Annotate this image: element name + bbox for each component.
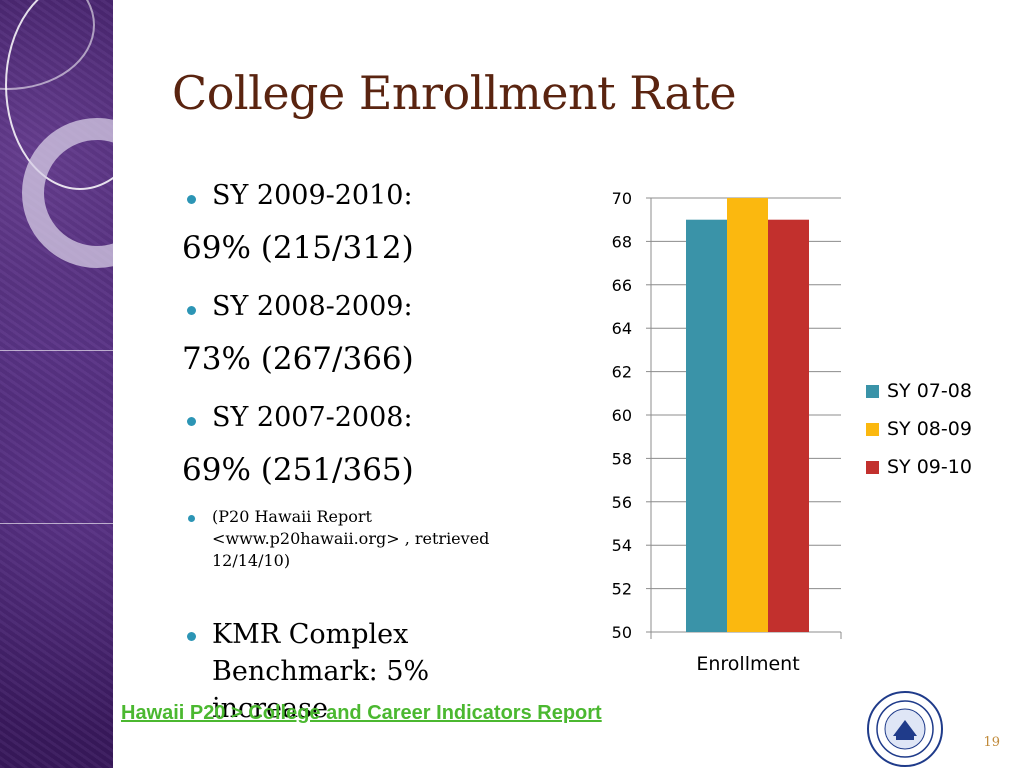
- y-tick-label: 66: [612, 276, 632, 295]
- legend-swatch: [866, 461, 879, 474]
- slide-title: College Enrollment Rate: [172, 66, 737, 120]
- bullet-dot: [187, 632, 196, 641]
- legend-label: SY 08-09: [887, 418, 972, 440]
- x-category-label: Enrollment: [696, 653, 799, 675]
- y-tick-label: 58: [612, 449, 632, 468]
- bullet-item: SY 2007-2008:: [212, 402, 413, 433]
- legend-swatch: [866, 385, 879, 398]
- bullet-dot: [187, 195, 196, 204]
- bullet-value: 69% (215/312): [182, 230, 414, 266]
- legend-item: SY 09-10: [866, 456, 972, 478]
- department-seal-icon: [867, 691, 943, 767]
- bullet-dot: [187, 417, 196, 426]
- bullet-item: SY 2008-2009:: [212, 291, 413, 322]
- bullet-value: 73% (267/366): [182, 341, 414, 377]
- decorative-sidebar: [0, 0, 113, 768]
- y-tick-label: 50: [612, 623, 632, 642]
- y-tick-label: 60: [612, 406, 632, 425]
- y-tick-label: 52: [612, 580, 632, 599]
- report-link[interactable]: Hawaii P20 > College and Career Indicato…: [121, 702, 602, 724]
- bar-sy-08-09: [727, 198, 768, 632]
- bar-sy-09-10: [768, 219, 809, 632]
- bar-sy-07-08: [686, 219, 727, 632]
- bullet-dot: [188, 515, 195, 522]
- bullet-item: KMR Complex Benchmark: 5% increase: [212, 619, 430, 724]
- y-tick-label: 68: [612, 232, 632, 251]
- page-number: 19: [983, 735, 1000, 750]
- bullet-item: SY 2009-2010:: [212, 180, 413, 211]
- source-note: (P20 Hawaii Report <www.p20hawaii.org> ,…: [212, 507, 490, 570]
- legend-label: SY 09-10: [887, 456, 972, 478]
- y-tick-label: 64: [612, 319, 632, 338]
- y-tick-label: 70: [612, 189, 632, 208]
- divider: [0, 523, 113, 524]
- legend-label: SY 07-08: [887, 380, 972, 402]
- legend-item: SY 08-09: [866, 418, 972, 440]
- y-tick-label: 56: [612, 493, 632, 512]
- divider: [0, 350, 113, 351]
- legend-swatch: [866, 423, 879, 436]
- bar-chart: 50 52 54 56 58 60 62 64 66 68 70 Enrollment: [612, 189, 842, 675]
- legend-item: SY 07-08: [866, 380, 972, 402]
- bullet-value: 69% (251/365): [182, 452, 414, 488]
- y-tick-label: 62: [612, 363, 632, 382]
- bullet-dot: [187, 306, 196, 315]
- y-tick-label: 54: [612, 536, 632, 555]
